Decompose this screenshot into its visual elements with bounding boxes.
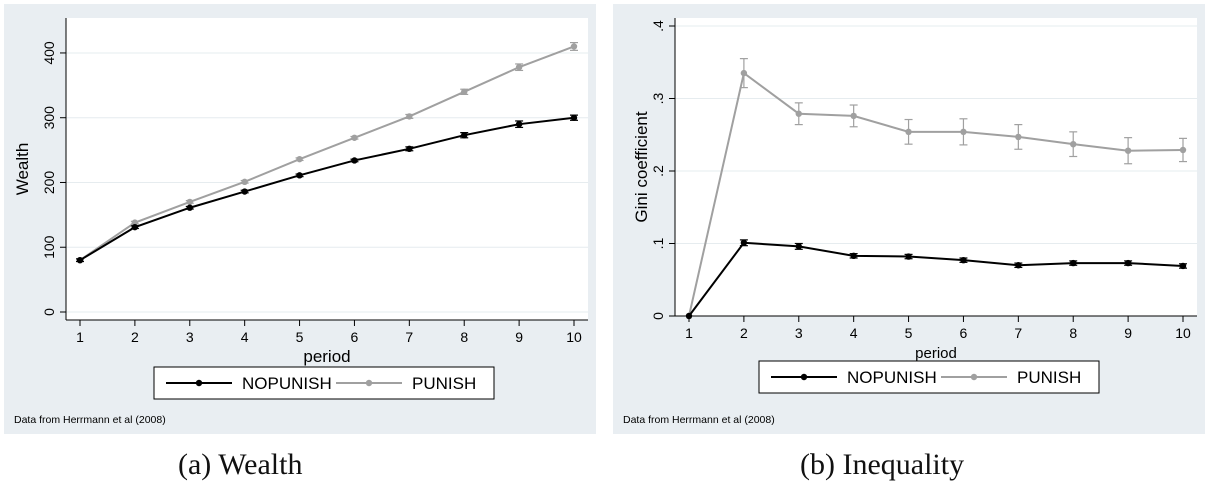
legend-swatch-marker xyxy=(970,373,978,381)
x-tick-label: 5 xyxy=(905,325,913,341)
y-axis-label: Wealth xyxy=(13,143,32,196)
data-point xyxy=(406,113,413,120)
data-point xyxy=(570,114,578,121)
y-tick-label: .4 xyxy=(650,20,666,32)
data-point xyxy=(740,69,748,77)
plot-area xyxy=(675,18,1197,316)
data-point xyxy=(406,145,413,152)
data-point xyxy=(186,204,193,211)
y-tick-label: 200 xyxy=(41,171,57,195)
series-nopunish xyxy=(685,239,1187,320)
x-tick-label: 9 xyxy=(515,329,523,345)
y-tick-label: .3 xyxy=(650,92,666,104)
y-tick-label: 0 xyxy=(41,308,57,316)
caption-inequality: (b) Inequality xyxy=(800,448,965,481)
data-point xyxy=(131,219,139,226)
y-tick-label: .1 xyxy=(650,237,666,249)
data-point xyxy=(296,155,303,163)
series-line-nopunish xyxy=(79,116,575,262)
data-point xyxy=(1070,259,1077,267)
y-axis-label: Gini coefficient xyxy=(632,111,651,222)
y-tick-label: 0 xyxy=(650,312,666,320)
data-point xyxy=(461,132,468,139)
series-line-punish xyxy=(688,71,1184,317)
x-tick-label: 7 xyxy=(1014,325,1022,341)
data-point xyxy=(1179,262,1187,270)
data-point xyxy=(1124,259,1132,267)
x-tick-label: 9 xyxy=(1124,325,1132,341)
y-tick-label: 100 xyxy=(41,235,57,259)
data-point xyxy=(795,243,802,250)
data-point xyxy=(1015,133,1022,141)
data-point xyxy=(685,312,693,320)
wealth-chart-panel: 0 100 200 300 400 1 2 3 4 5 6 7 8 9 10 period Wealth NOPU… xyxy=(4,4,596,434)
x-tick-label: 1 xyxy=(685,325,693,341)
data-point xyxy=(241,178,248,186)
x-tick-label: 10 xyxy=(566,329,582,345)
x-tick-label: 2 xyxy=(740,325,748,341)
data-point xyxy=(1124,147,1132,154)
wealth-chart: 0 100 200 300 400 1 2 3 4 5 6 7 8 9 10 period Wealth NOPU… xyxy=(4,4,596,434)
legend-swatch-marker xyxy=(800,373,808,381)
legend-swatch-marker xyxy=(195,379,203,387)
plot-area xyxy=(66,18,588,320)
inequality-chart-panel: 0 .1 .2 .3 .4 1 2 3 4 5 6 7 8 9 10 period Gini coefficie… xyxy=(613,4,1205,434)
data-point xyxy=(351,157,358,164)
series-punish xyxy=(685,58,1187,320)
data-point xyxy=(515,120,523,128)
data-point xyxy=(461,88,468,96)
x-tick-label: 4 xyxy=(241,329,249,345)
x-tick-label: 6 xyxy=(960,325,968,341)
y-tick-label: 400 xyxy=(41,41,57,65)
x-tick-label: 6 xyxy=(351,329,359,345)
data-point xyxy=(76,256,84,264)
legend-label-punish: PUNISH xyxy=(412,374,476,393)
x-tick-label: 4 xyxy=(850,325,858,341)
legend: NOPUNISH PUNISH xyxy=(758,360,1100,394)
series-line-nopunish xyxy=(688,241,1184,317)
x-tick-label: 5 xyxy=(296,329,304,345)
x-tick-label: 7 xyxy=(405,329,413,345)
legend-label-nopunish: NOPUNISH xyxy=(847,368,937,387)
data-point xyxy=(850,112,857,120)
data-point xyxy=(1179,146,1187,154)
x-tick-label: 8 xyxy=(460,329,468,345)
inequality-chart: 0 .1 .2 .3 .4 1 2 3 4 5 6 7 8 9 10 period Gini coefficie… xyxy=(613,4,1205,434)
data-source-note: Data from Herrmann et al (2008) xyxy=(623,414,775,426)
x-tick-label: 1 xyxy=(76,329,84,345)
data-point xyxy=(296,172,303,179)
caption-wealth: (a) Wealth xyxy=(178,448,303,481)
series-line-punish xyxy=(79,45,575,262)
data-point xyxy=(515,64,523,71)
x-tick-label: 10 xyxy=(1175,325,1191,341)
legend: NOPUNISH PUNISH xyxy=(153,366,495,400)
x-tick-label: 3 xyxy=(795,325,803,341)
data-point xyxy=(905,253,912,260)
legend-swatch-marker xyxy=(365,379,373,387)
data-point xyxy=(1015,262,1022,269)
data-point xyxy=(740,239,748,246)
y-tick-label: .2 xyxy=(650,165,666,177)
data-point xyxy=(960,128,967,136)
legend-label-punish: PUNISH xyxy=(1017,368,1081,387)
data-point xyxy=(241,188,248,195)
x-tick-label: 8 xyxy=(1069,325,1077,341)
data-source-note: Data from Herrmann et al (2008) xyxy=(14,414,166,426)
y-tick-label: 300 xyxy=(41,106,57,130)
data-point xyxy=(1070,140,1077,148)
x-tick-label: 3 xyxy=(186,329,194,345)
data-point xyxy=(351,134,358,141)
x-tick-label: 2 xyxy=(131,329,139,345)
data-point xyxy=(850,252,857,260)
data-point xyxy=(186,198,193,206)
data-point xyxy=(795,110,802,117)
x-axis-label: period xyxy=(303,347,350,366)
x-axis-label: period xyxy=(915,345,957,362)
data-point xyxy=(570,43,578,50)
legend-label-nopunish: NOPUNISH xyxy=(242,374,332,393)
data-point xyxy=(905,128,912,136)
series-nopunish xyxy=(76,114,578,264)
data-point xyxy=(960,256,967,264)
data-point xyxy=(131,223,139,231)
